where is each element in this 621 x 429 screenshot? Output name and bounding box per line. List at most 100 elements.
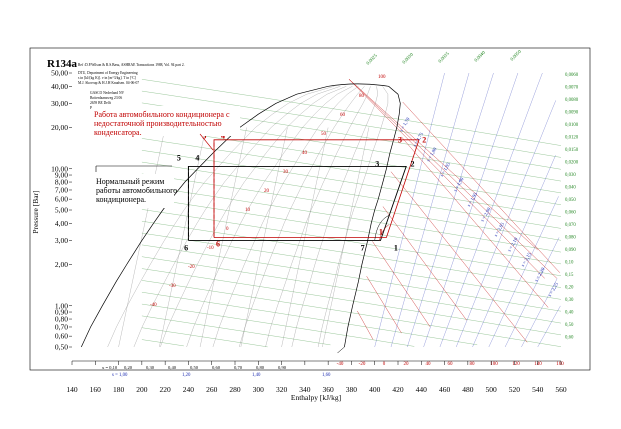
density-line	[141, 292, 478, 345]
isotherm-line	[401, 136, 549, 308]
x-tick-label: 160	[90, 385, 102, 394]
isotherm-bottom-label: 80	[470, 362, 476, 367]
density-label: 0,070	[565, 223, 576, 228]
x-tick-label: 280	[229, 385, 241, 394]
entropy-line	[423, 72, 519, 348]
cycle-point-label: 6	[184, 243, 188, 252]
density-label: 0,080	[565, 236, 576, 241]
x-tick-label: 140	[66, 385, 78, 394]
density-label: 0,10	[565, 261, 574, 266]
x-tick-label: 460	[439, 385, 451, 394]
entropy-line-liquid	[118, 127, 166, 348]
cycle-point-label: 7	[361, 243, 365, 252]
density-label: 0,030	[565, 173, 576, 178]
entropy-line	[488, 196, 559, 348]
x-tick-label: 360	[323, 385, 335, 394]
entropy-line	[439, 72, 543, 348]
density-line	[141, 138, 562, 205]
black-annotation-line-3: кондиционера.	[96, 195, 146, 204]
density-line	[141, 150, 562, 217]
isotherm-label: -10	[207, 246, 214, 251]
density-line	[141, 126, 562, 194]
entropy-bottom-label: 1,40	[252, 373, 261, 378]
y-tick-label: 6,00	[55, 195, 68, 204]
density-line	[141, 161, 562, 229]
y-tick-label: 10,00	[51, 164, 68, 173]
info-line-2: s in [kJ/(kg K)]. v in [m^3/kg]. T in [º…	[78, 76, 136, 80]
isotherm-line	[402, 101, 560, 273]
entropy-label: s = 1,85	[440, 162, 452, 178]
density-line	[141, 90, 562, 158]
density-line	[141, 339, 184, 347]
x-tick-label: 200	[136, 385, 148, 394]
y-tick-label: 8,00	[55, 178, 68, 187]
cycle-point-label-red: 4	[221, 132, 225, 141]
density-top-label: 0,0040	[474, 50, 487, 63]
normal-cycle	[187, 165, 407, 241]
cycle-point-label-red: 1	[379, 227, 383, 236]
cycle-point-label-red: 5	[202, 132, 206, 141]
isotherm-bottom-label: 40	[426, 362, 432, 367]
x-tick-label: 220	[160, 385, 172, 394]
density-label: 0,50	[565, 323, 574, 328]
density-line	[141, 197, 562, 265]
y-tick-label: 0,90	[55, 308, 68, 317]
x-tick-label: 380	[346, 385, 358, 394]
quality-label: 0,60	[212, 365, 221, 371]
density-label: 0,15	[565, 273, 574, 278]
density-label: 0,0200	[565, 161, 579, 166]
y-tick-label: 1,00	[55, 301, 68, 310]
y-tick-label: 20,00	[51, 123, 68, 132]
cycle-point-label: 1	[394, 243, 398, 252]
cycle-point-label: 2	[410, 159, 414, 168]
isotherm-label: 0	[226, 227, 229, 232]
company-line-2: Botterdaansweg 23 06	[90, 96, 122, 100]
density-label: 0,40	[565, 311, 574, 316]
cycle-point-label-red: 3	[398, 136, 402, 145]
x-tick-label: 440	[416, 385, 428, 394]
density-label: 0,050	[565, 198, 576, 203]
quality-line	[291, 86, 378, 348]
black-annotation-line-2: работы автомобильного	[96, 186, 177, 195]
density-top-label: 0,0030	[402, 52, 415, 65]
company-line-3: 2659 BE Delft	[90, 101, 111, 105]
isotherm-line	[382, 206, 467, 321]
isotherm-label: 30	[283, 170, 289, 175]
density-line	[141, 303, 415, 347]
density-label: 0,20	[565, 286, 574, 291]
entropy-bottom-label: 1,60	[322, 373, 331, 378]
isotherm-label: -30	[169, 284, 176, 289]
isotherm-bottom-label: 100	[490, 362, 498, 367]
density-label: 0,0100	[565, 123, 579, 128]
y-tick-label: 0,60	[55, 332, 68, 341]
y-tick-label: 5,00	[55, 206, 68, 215]
entropy-label: s = 1,80	[426, 147, 438, 163]
black-annotation-line-1: Нормальный режим	[96, 177, 164, 186]
info-line-1: DTU, Department of Energy Engineering	[78, 71, 138, 76]
density-lines	[141, 79, 562, 348]
cycle-point-label-red: 2	[422, 136, 426, 145]
quality-label: 0,40	[168, 365, 177, 371]
entropy-lines	[118, 72, 561, 348]
density-label: 0,090	[565, 248, 576, 253]
x-tick-label: 320	[276, 385, 288, 394]
x-tick-label: 520	[509, 385, 521, 394]
entropy-line	[456, 100, 556, 348]
cycle-point-label: 3	[375, 159, 379, 168]
y-axis-ticks: 50,00 40,00 30,00 20,00 10,009,008,007,006,0…	[51, 69, 72, 352]
y-tick-label: 7,00	[55, 185, 68, 194]
entropy-line	[521, 278, 558, 348]
density-top-label: 0,0025	[366, 53, 379, 66]
density-label: 0,0150	[565, 148, 579, 153]
y-tick-label: 0,80	[55, 315, 68, 324]
y-tick-label: 0,70	[55, 322, 68, 331]
quality-label: 0,30	[146, 365, 155, 371]
y-tick-label: 4,00	[55, 219, 68, 228]
vapour-line-tail	[337, 346, 345, 354]
density-label: 0,0080	[565, 98, 579, 103]
x-tick-label: 400	[369, 385, 381, 394]
y-tick-label: 50,00	[51, 69, 68, 78]
quality-label: 0,90	[278, 365, 287, 371]
x-tick-label: 500	[486, 385, 498, 394]
